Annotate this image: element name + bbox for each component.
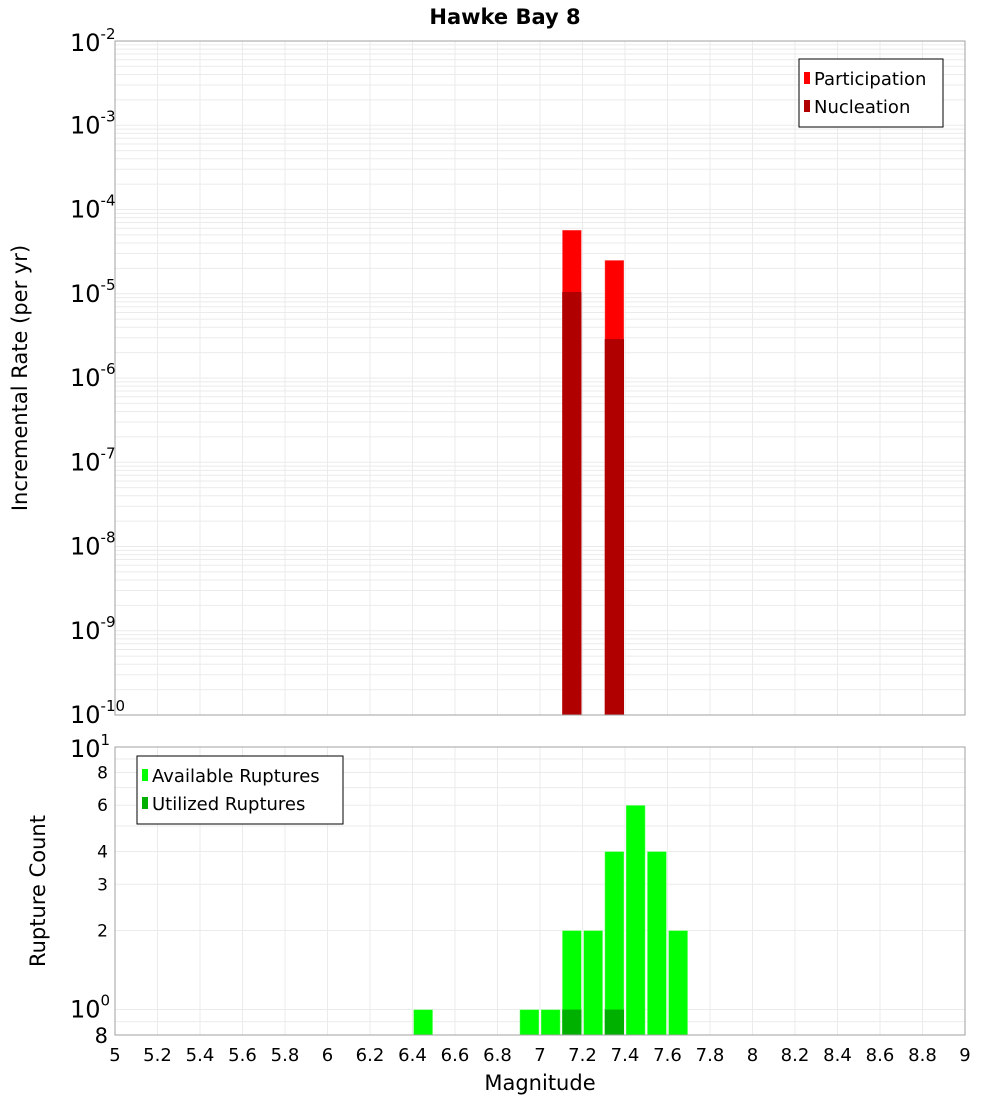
y-tick-label: 2 <box>97 922 108 942</box>
y-tick-label: 8 <box>97 763 108 783</box>
top-y-axis-label: Incremental Rate (per yr) <box>8 245 32 511</box>
y-tick-label: 10-5 <box>70 276 116 308</box>
y-tick-label: 10-10 <box>70 697 125 729</box>
bar-available-ruptures <box>668 930 689 1036</box>
plot-frame <box>114 746 966 1036</box>
y-tick-label: 10-3 <box>70 107 116 139</box>
y-tick-label: 10-2 <box>70 25 116 57</box>
bar-nucleation <box>604 339 624 715</box>
legend-swatch <box>142 769 148 781</box>
x-tick-label: 7.2 <box>568 1045 597 1066</box>
y-tick-label: 10-6 <box>70 360 116 392</box>
y-tick-label: 100 <box>70 992 110 1024</box>
legend-label: Available Ruptures <box>152 766 320 787</box>
y-tick-label: 8 <box>95 1024 108 1048</box>
bar-nucleation <box>562 291 582 715</box>
x-tick-label: 7.8 <box>696 1045 725 1066</box>
x-tick-label: 5.4 <box>186 1045 215 1066</box>
x-tick-label: 6 <box>322 1045 333 1066</box>
legend-swatch <box>804 72 810 84</box>
bar-available-ruptures <box>625 804 646 1036</box>
y-tick-label: 4 <box>97 842 108 862</box>
y-tick-label: 10-7 <box>70 444 116 476</box>
y-tick-label: 101 <box>70 731 110 763</box>
bar-available-ruptures <box>540 1009 561 1036</box>
bottom-y-axis-label: Rupture Count <box>26 815 50 967</box>
plot-frame <box>114 40 966 716</box>
legend-label: Utilized Ruptures <box>152 794 305 815</box>
bar-utilized-ruptures <box>604 1009 624 1035</box>
legend-swatch <box>804 100 810 112</box>
legend-label: Nucleation <box>814 97 910 118</box>
x-tick-label: 6.4 <box>398 1045 427 1066</box>
bar-available-ruptures <box>519 1009 540 1036</box>
y-tick-label: 10-9 <box>70 613 116 645</box>
x-tick-label: 9 <box>959 1045 970 1066</box>
x-tick-label: 6.6 <box>441 1045 470 1066</box>
legend-box <box>136 755 344 825</box>
x-tick-label: 6.8 <box>483 1045 512 1066</box>
x-tick-label: 5 <box>109 1045 120 1066</box>
x-tick-label: 7 <box>534 1045 545 1066</box>
y-tick-label: 10-4 <box>70 192 116 224</box>
bar-available-ruptures <box>646 850 667 1036</box>
x-tick-label: 8.6 <box>866 1045 895 1066</box>
x-tick-label: 8 <box>747 1045 758 1066</box>
x-tick-label: 5.6 <box>228 1045 257 1066</box>
legend-box <box>798 58 944 128</box>
y-tick-label: 6 <box>97 796 108 816</box>
legend-swatch <box>142 797 148 809</box>
x-axis-label: Magnitude <box>484 1071 595 1095</box>
bar-available-ruptures <box>583 930 604 1036</box>
x-tick-label: 7.6 <box>653 1045 682 1066</box>
x-tick-label: 8.4 <box>823 1045 852 1066</box>
x-tick-label: 8.8 <box>908 1045 937 1066</box>
bar-utilized-ruptures <box>562 1009 582 1035</box>
bar-available-ruptures <box>413 1009 434 1036</box>
bar-available-ruptures <box>604 850 625 1036</box>
x-tick-label: 7.4 <box>611 1045 640 1066</box>
legend-label: Participation <box>814 69 926 90</box>
x-tick-label: 6.2 <box>356 1045 385 1066</box>
chart-title: Hawke Bay 8 <box>429 5 580 29</box>
y-tick-label: 3 <box>97 875 108 895</box>
x-tick-label: 8.2 <box>781 1045 810 1066</box>
x-tick-label: 5.2 <box>143 1045 172 1066</box>
y-tick-label: 10-8 <box>70 529 116 561</box>
x-tick-label: 5.8 <box>271 1045 300 1066</box>
rate-plot: 10-10 10-9 10-8 10-7 10-6 10-5 10-4 10-3 10-2 Par… <box>70 25 966 729</box>
